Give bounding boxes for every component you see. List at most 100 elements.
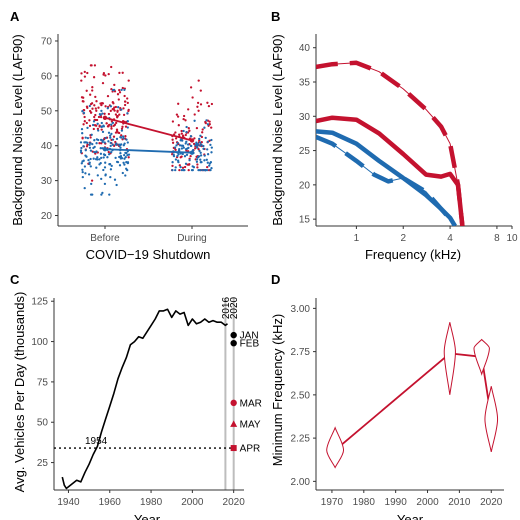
panel-a-point — [196, 163, 199, 166]
panel-a-point — [180, 168, 184, 172]
panel-a-point — [178, 133, 181, 136]
panel-a-point — [206, 153, 210, 156]
panel-a-point — [100, 193, 103, 196]
panel-b-ytick-label: 30 — [299, 112, 311, 123]
panel-a-point — [119, 146, 122, 149]
panel-a-point — [80, 72, 83, 75]
panel-c-xtick-label: 2020 — [223, 497, 246, 508]
panel-a-point — [189, 86, 193, 89]
panel-a-point — [197, 109, 200, 112]
panel-a-point — [203, 126, 206, 129]
panel-a-point — [193, 119, 196, 122]
panel-c-vline-label: 2020 — [229, 296, 240, 319]
panel-a-point — [90, 133, 93, 136]
panel-a-point — [110, 65, 113, 69]
panel-a-point — [178, 144, 182, 147]
panel-a-point — [126, 101, 129, 105]
panel-a-point — [120, 88, 123, 92]
panel-a-point — [89, 64, 93, 67]
panel-a-point — [101, 191, 104, 195]
panel-a-point — [109, 175, 112, 179]
panel-a-point — [118, 143, 121, 146]
panel-a-point — [102, 153, 106, 156]
panel-c-month-label: JAN — [240, 331, 259, 342]
panel-d-xtick-label: 2020 — [480, 497, 503, 508]
panel-a-point — [181, 166, 185, 169]
panel-a-point — [184, 142, 187, 145]
panel-a-point — [108, 123, 111, 127]
panel-a-point — [102, 168, 105, 172]
panel-a-point — [208, 120, 211, 123]
panel-a-point — [118, 71, 121, 75]
panel-a-point — [100, 109, 103, 113]
panel-a-point — [187, 127, 190, 130]
panel-a-point — [200, 140, 203, 144]
panel-a-point — [192, 142, 196, 146]
panel-a-point — [95, 109, 98, 112]
panel-a-point — [176, 159, 180, 162]
panel-c-ytick-label: 100 — [31, 337, 48, 348]
panel-b-xtick-label: 8 — [494, 233, 500, 244]
panel-a-point — [82, 123, 85, 126]
panel-a-point — [183, 155, 187, 158]
panel-d-ytick-label: 2.25 — [291, 434, 311, 445]
panel-a-point — [206, 140, 210, 143]
panel-a-point — [88, 146, 92, 149]
panel-a-point — [206, 148, 209, 151]
panel-a-point — [206, 165, 209, 169]
panel-a-point — [91, 89, 94, 92]
panel-a-point — [204, 120, 207, 124]
panel-a-point — [107, 112, 111, 116]
panel-a-point — [91, 86, 94, 89]
panel-a-point — [95, 138, 99, 141]
panel-a-point — [82, 159, 85, 162]
panel-a-point — [111, 108, 114, 111]
panel-a-point — [109, 109, 112, 113]
panel-c-month-marker — [230, 420, 238, 427]
panel-a-point — [192, 166, 196, 169]
panel-a-point — [120, 134, 123, 137]
panel-a-point — [89, 102, 93, 106]
panel-a-ytick-label: 60 — [41, 71, 53, 82]
panel-a-point — [81, 137, 84, 140]
panel-a-point — [205, 158, 208, 161]
panel-a-point — [81, 168, 84, 171]
panel-a-point — [83, 120, 86, 123]
panel-a-point — [112, 102, 115, 105]
panel-a-point — [98, 163, 101, 166]
panel-a-point — [122, 137, 125, 140]
panel-a-point — [122, 113, 126, 117]
panel-a-point — [122, 144, 125, 147]
panel-a-point — [111, 121, 115, 125]
panel-a-point — [178, 164, 181, 167]
panel-a-point — [82, 108, 86, 112]
panel-a-point — [126, 141, 129, 144]
panel-a-point — [207, 104, 211, 108]
panel-a-point — [107, 72, 110, 76]
panel-a-point — [210, 146, 213, 149]
panel-a-point — [107, 131, 111, 134]
panel-a-point — [191, 96, 194, 99]
panel-a-point — [95, 100, 98, 103]
panel-a-point — [171, 164, 174, 168]
panel-c-month-marker — [230, 445, 237, 452]
panel-a-point — [83, 141, 86, 144]
panel-a-point — [104, 174, 107, 177]
panel-a-point — [193, 113, 196, 116]
panel-a-point — [209, 143, 212, 147]
panel-a-point — [171, 120, 175, 123]
panel-a-point — [176, 115, 180, 118]
panel-a-point — [82, 96, 85, 99]
panel-a-point — [96, 174, 99, 177]
panel-a-point — [101, 112, 104, 115]
panel-a-point — [176, 141, 179, 145]
panel-a-point — [84, 172, 87, 175]
panel-a-ytick-label: 70 — [41, 36, 53, 47]
panel-a-point — [123, 103, 127, 107]
panel-a-point — [111, 88, 115, 92]
panel-a-point — [110, 164, 113, 168]
panel-a-point — [91, 193, 94, 196]
panel-a-point — [127, 109, 130, 113]
panel-a-point — [79, 141, 83, 144]
panel-a-point — [80, 146, 83, 150]
